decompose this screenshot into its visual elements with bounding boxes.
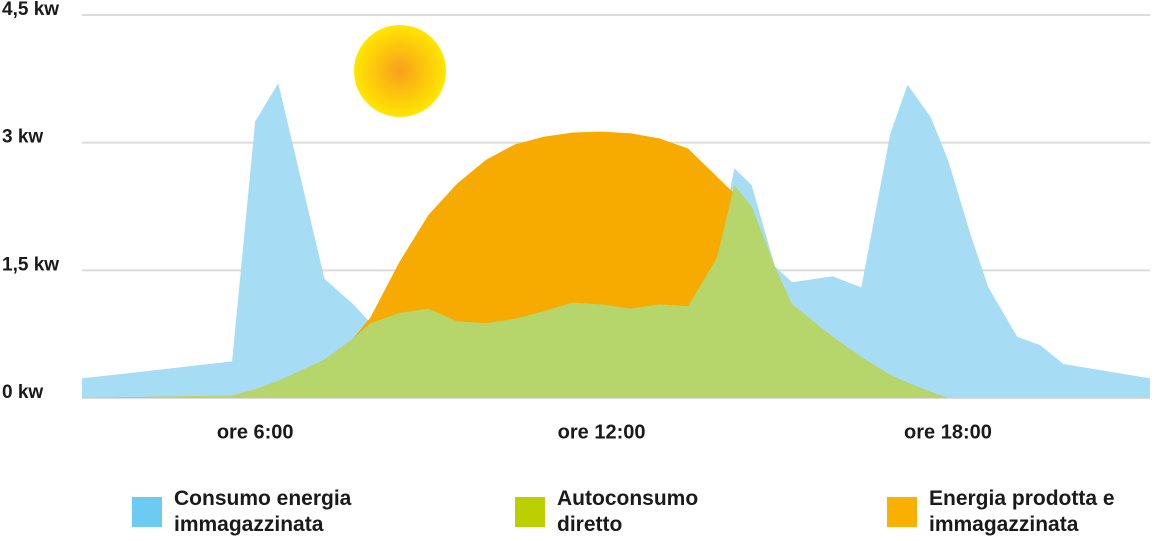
area (82, 83, 1150, 398)
x-tick-label: ore 18:00 (904, 421, 992, 443)
y-tick-label: 1,5 kw (2, 254, 59, 275)
legend-swatch (887, 497, 917, 527)
sun-icon (354, 25, 446, 117)
y-tick-label: 0 kw (2, 382, 43, 403)
legend-item: Consumo energia immagazzinata (132, 486, 404, 538)
legend-label: Autoconsumo diretto (557, 487, 699, 536)
y-tick-label: 4,5 kw (2, 0, 59, 20)
y-tick-label: 3 kw (2, 127, 43, 148)
area (82, 185, 1150, 398)
x-tick-label: ore 6:00 (217, 421, 294, 443)
legend-item: Energia prodotta e immagazzinata (887, 486, 1157, 538)
x-tick-label: ore 12:00 (558, 421, 646, 443)
legend-item: Autoconsumo diretto (515, 486, 757, 538)
legend-label: Energia prodotta e immagazzinata (929, 487, 1115, 536)
legend-swatch (515, 497, 545, 527)
legend-swatch (132, 497, 162, 527)
chart: 0 kw 1,5 kw 3 kw 4,5 kw ore 6:00 ore 12:00 ore… (2, 0, 1150, 443)
legend-label: Consumo energia immagazzinata (174, 487, 352, 536)
area (82, 131, 1150, 398)
